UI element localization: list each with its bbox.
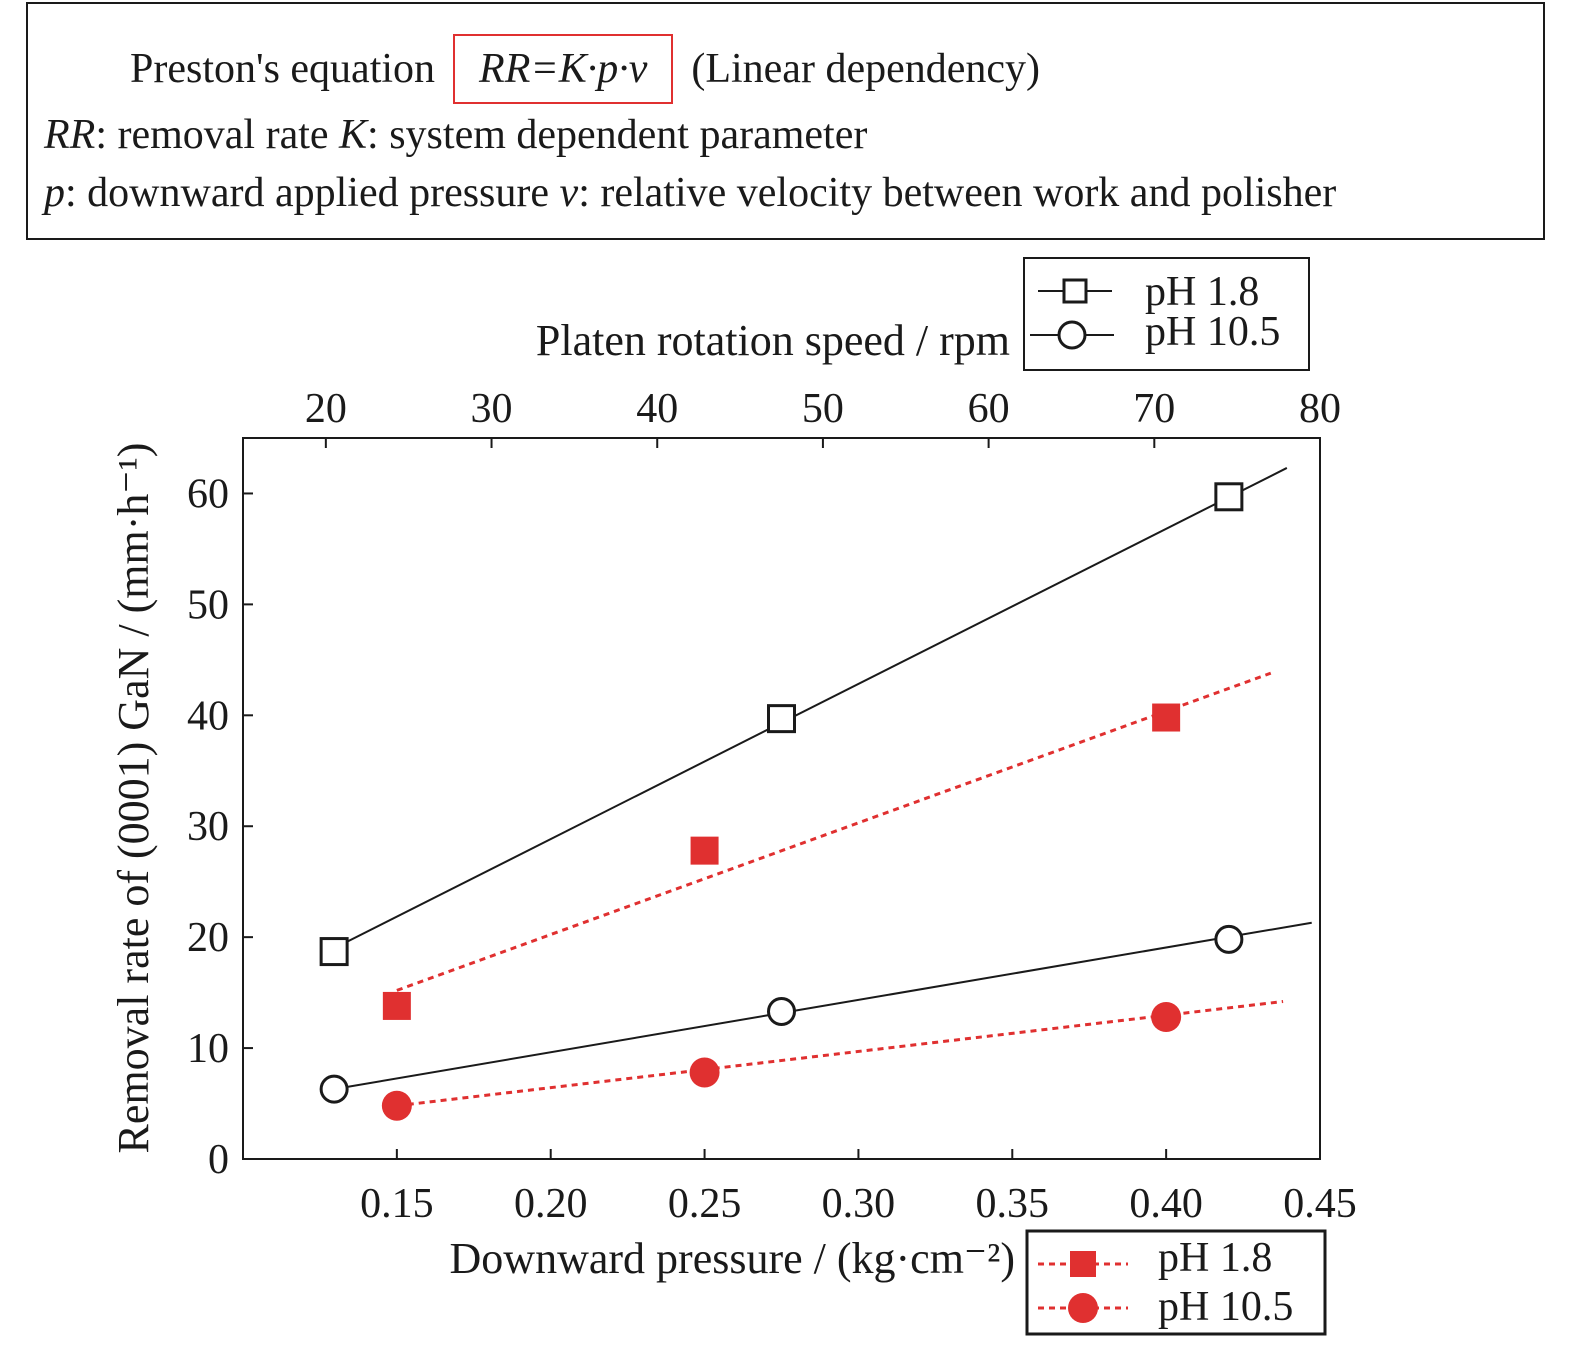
legend-top: pH 1.8 pH 10.5 [1023, 257, 1310, 371]
bottom-series-1-filled-square-marker [1152, 703, 1181, 732]
x2-tick-label: 80 [1299, 386, 1341, 432]
legend-bottom: pH 1.8 pH 10.5 [1025, 1229, 1327, 1336]
top-series-2-open-circle-marker [767, 996, 796, 1026]
legend-top-frame [1023, 257, 1310, 371]
y-tick-label: 40 [187, 693, 229, 739]
bottom-series-2-fit-line [396, 999, 1284, 1108]
equation-formula: RR=K·p·v [453, 34, 674, 104]
x2-tick-label: 60 [968, 386, 1010, 432]
x2-tick-label: 20 [305, 386, 347, 432]
bottom-series-2-filled-circle-marker [1151, 1002, 1182, 1033]
x-tick-label: 0.25 [668, 1181, 742, 1227]
y-axis-title: Removal rate of (0001) GaN / (mm·h⁻¹) [109, 443, 158, 1154]
y-tick-label: 30 [187, 804, 229, 850]
bottom-series-2-filled-circle-marker [381, 1090, 412, 1121]
legend-top-label-1: pH 1.8 [1145, 269, 1259, 315]
equation-title-line: Preston's equation RR=K·p·v (Linear depend… [130, 34, 1040, 104]
bottom-series-1-fit-line [396, 671, 1272, 992]
legend-bottom-frame [1025, 1229, 1327, 1336]
top-series-1-fit-line [333, 467, 1288, 950]
x-axis-title: Downward pressure / (kg·cm⁻²) [450, 1234, 1015, 1283]
top-series-1-open-square-marker [767, 704, 796, 734]
v-symbol: v [559, 170, 579, 216]
top-series-2-open-circle-marker [1214, 924, 1244, 954]
k-definition: : system dependent parameter [367, 112, 868, 158]
tick-labels: 0.15 0.20 0.25 0.30 0.35 0.40 0.45 20 30 40 50 60 70… [187, 386, 1357, 1227]
legend-bottom-label-1: pH 1.8 [1158, 1235, 1272, 1281]
x-tick-label: 0.45 [1283, 1181, 1357, 1227]
legend-top-open-square-marker [1062, 278, 1088, 304]
plot-frame [242, 437, 1321, 1160]
legend-top-label-2: pH 10.5 [1145, 309, 1280, 355]
x-tick-label: 0.20 [514, 1181, 588, 1227]
bottom-series-1-filled-square-marker [382, 991, 411, 1020]
equation-prefix: Preston's equation [130, 46, 436, 92]
equation-suffix: (Linear dependency) [691, 46, 1040, 92]
fit-lines [333, 467, 1312, 1108]
p-symbol: p [44, 170, 65, 216]
rr-definition: : removal rate [95, 112, 340, 158]
y-tick-label: 10 [187, 1026, 229, 1072]
k-symbol: K [339, 112, 368, 158]
x-tick-label: 0.35 [976, 1181, 1050, 1227]
v-definition: : relative velocity between work and pol… [578, 170, 1337, 216]
data-markers [319, 482, 1244, 1121]
equation-definition-line-1: RR: removal rate K: system dependent par… [44, 114, 867, 156]
axis-ticks [243, 438, 1321, 1160]
x2-tick-label: 30 [471, 386, 513, 432]
legend-top-open-circle-marker [1057, 320, 1087, 350]
x-tick-label: 0.15 [360, 1181, 434, 1227]
x2-tick-label: 50 [802, 386, 844, 432]
equation-box: Preston's equation RR=K·p·v (Linear depend… [26, 2, 1545, 240]
top-series-2-open-circle-marker [319, 1074, 349, 1104]
y-tick-label: 60 [187, 471, 229, 517]
x2-tick-label: 70 [1133, 386, 1175, 432]
bottom-series-2-filled-circle-marker [689, 1057, 720, 1088]
legend-bottom-label-2: pH 10.5 [1158, 1284, 1293, 1330]
equation-definition-line-2: p: downward applied pressure v: relative… [44, 172, 1336, 214]
top-series-2-fit-line [333, 921, 1312, 1091]
rr-symbol: RR [44, 112, 96, 158]
y-tick-label: 50 [187, 582, 229, 628]
p-definition: : downward applied pressure [65, 170, 560, 216]
bottom-series-1-filled-square-marker [690, 836, 719, 865]
x2-axis-title: Platen rotation speed / rpm [536, 316, 1010, 365]
x2-tick-label: 40 [636, 386, 678, 432]
top-series-1-open-square-marker [319, 937, 349, 967]
legend-bottom-filled-circle-marker [1068, 1293, 1098, 1323]
x-tick-label: 0.40 [1129, 1181, 1203, 1227]
x-tick-label: 0.30 [822, 1181, 896, 1227]
y-tick-label: 20 [187, 915, 229, 961]
top-series-1-open-square-marker [1214, 482, 1244, 512]
y-tick-label: 0 [208, 1137, 229, 1183]
legend-bottom-filled-square-marker [1070, 1251, 1096, 1277]
